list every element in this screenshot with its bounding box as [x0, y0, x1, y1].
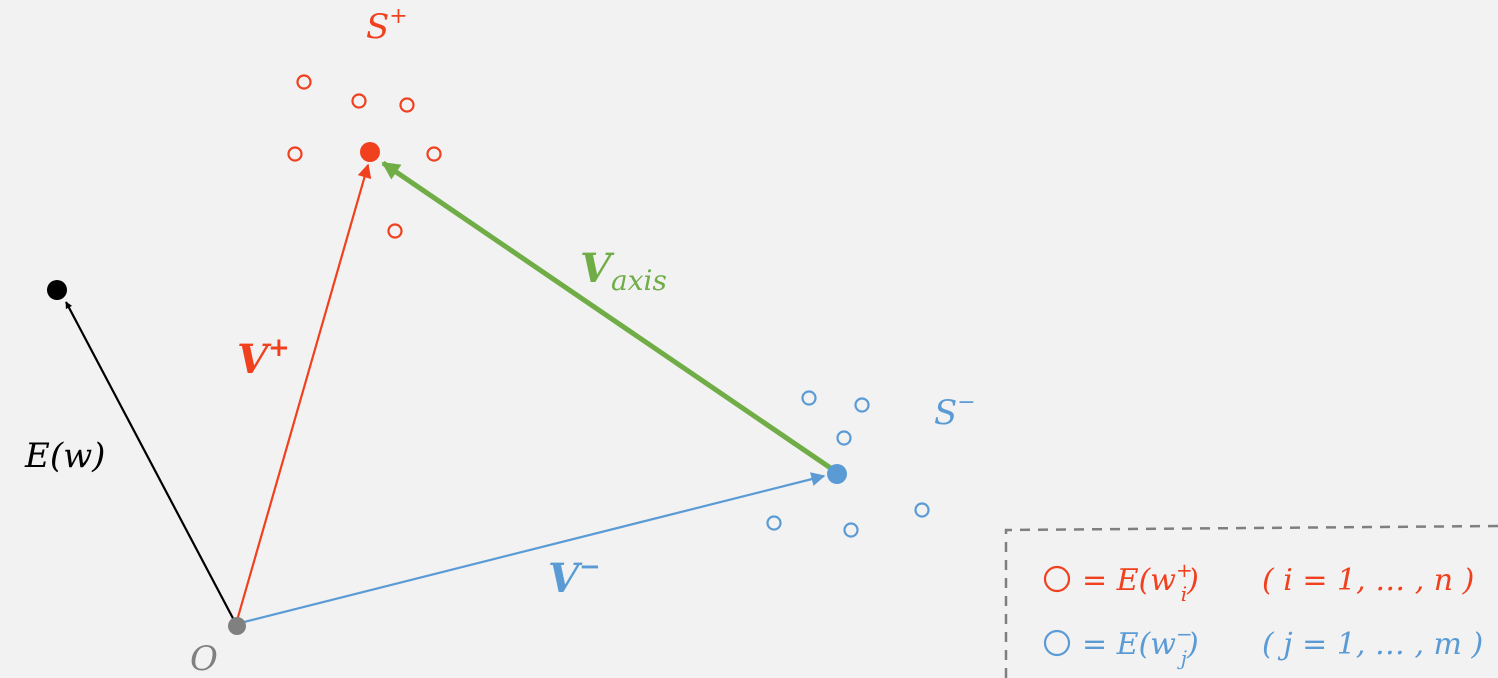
legend: = E(w+ i) ( i = 1, … , n ) = E(w− j) ( j =…	[1004, 524, 1498, 678]
legend-row-negative: = E(w− j) ( j = 1, … , m )	[1043, 622, 1483, 670]
origin-point	[228, 617, 246, 635]
negative-word-point	[843, 522, 859, 538]
legend-negative-marker-icon	[1043, 629, 1071, 657]
legend-border	[1004, 524, 1498, 678]
positive-word-point	[296, 74, 312, 90]
negative-word-set	[766, 390, 930, 538]
positive-word-point	[399, 97, 415, 113]
e-w-label: E(w)	[24, 436, 105, 476]
positive-word-point	[426, 146, 442, 162]
v-axis-label: Vaxis	[580, 245, 667, 297]
positive-word-point	[351, 93, 367, 109]
positive-word-point	[287, 146, 303, 162]
v-plus-label: V+	[237, 333, 290, 383]
legend-positive-range: ( i = 1, … , n )	[1262, 563, 1474, 598]
negative-word-point	[914, 502, 930, 518]
negative-word-point	[801, 390, 817, 406]
e-w-vector	[65, 301, 237, 625]
legend-negative-range: ( j = 1, … , m )	[1262, 627, 1483, 662]
s-plus-label: S+	[366, 4, 408, 47]
positive-word-set	[287, 74, 442, 239]
origin-label: O	[190, 639, 218, 678]
legend-positive-marker-icon	[1043, 565, 1071, 593]
positive-word-point	[387, 223, 403, 239]
v-minus-vector	[235, 472, 826, 626]
v-axis-vector	[381, 160, 834, 472]
positive-centroid-point	[360, 142, 380, 162]
negative-word-point	[766, 515, 782, 531]
s-minus-label: S−	[934, 390, 976, 433]
v-plus-vector	[234, 163, 372, 625]
legend-row-positive: = E(w+ i) ( i = 1, … , n )	[1043, 558, 1474, 606]
legend-positive-formula: = E(w+ i)	[1082, 558, 1199, 606]
v-minus-label: V−	[548, 552, 601, 602]
negative-word-point	[836, 430, 852, 446]
negative-word-point	[854, 397, 870, 413]
negative-centroid-point	[827, 464, 847, 484]
word-embedding-point	[47, 280, 67, 300]
legend-negative-formula: = E(w− j)	[1082, 622, 1199, 670]
